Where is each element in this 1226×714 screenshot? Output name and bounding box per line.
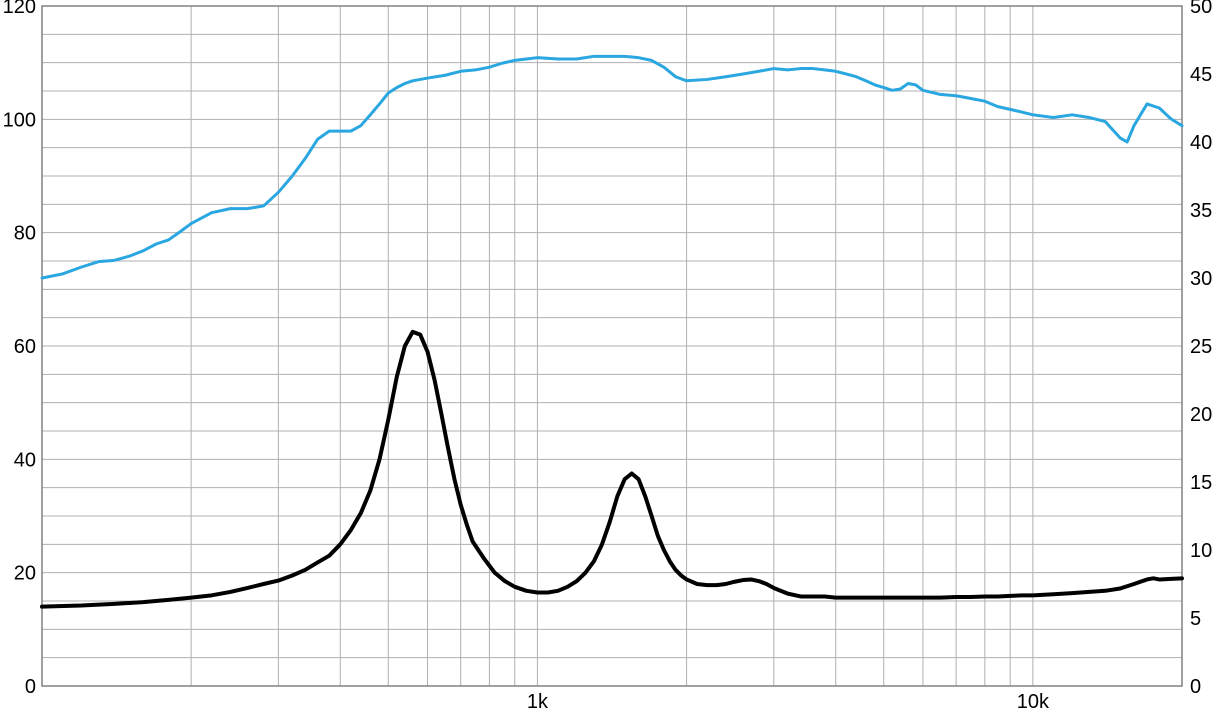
y-right-tick-label: 10 xyxy=(1190,540,1212,562)
chart-container: 0 20 40 60 80 100 120 0 5 10 15 20 25 30 35 40 45 50 1k 10k xyxy=(0,0,1226,714)
y-left-tick-label: 80 xyxy=(14,223,36,245)
y-right-tick-label: 45 xyxy=(1190,64,1212,86)
y-left-tick-label: 40 xyxy=(14,449,36,471)
y-right-tick-label: 25 xyxy=(1190,336,1212,358)
y-right-tick-label: 35 xyxy=(1190,200,1212,222)
y-right-tick-label: 0 xyxy=(1190,676,1201,698)
y-right-tick-label: 20 xyxy=(1190,404,1212,426)
y-left-tick-label: 20 xyxy=(14,563,36,585)
y-right-tick-label: 15 xyxy=(1190,472,1212,494)
y-left-tick-label: 120 xyxy=(3,0,36,18)
y-right-tick-label: 30 xyxy=(1190,268,1212,290)
y-left-tick-label: 0 xyxy=(25,676,36,698)
y-left-tick-label: 100 xyxy=(3,109,36,131)
y-right-tick-label: 5 xyxy=(1190,608,1201,630)
chart-svg: 0 20 40 60 80 100 120 0 5 10 15 20 25 30 35 40 45 50 1k 10k xyxy=(0,0,1226,714)
y-left-tick-label: 60 xyxy=(14,336,36,358)
x-tick-label: 10k xyxy=(1017,691,1050,713)
x-tick-label: 1k xyxy=(527,691,549,713)
y-right-tick-label: 40 xyxy=(1190,132,1212,154)
y-right-tick-label: 50 xyxy=(1190,0,1212,18)
